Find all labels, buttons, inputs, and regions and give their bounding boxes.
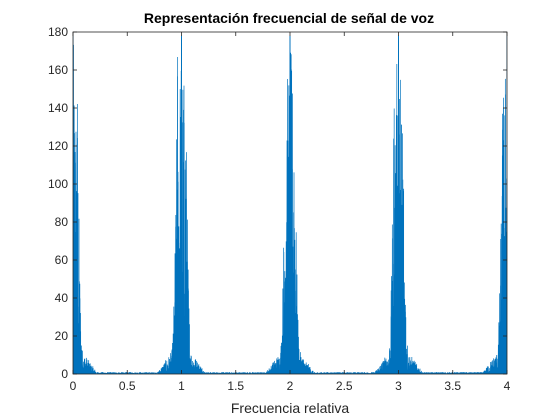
y-tick-label: 40: [55, 291, 69, 305]
x-tick-label: 4: [504, 379, 511, 393]
y-tick-label: 120: [48, 139, 68, 153]
x-axis-ticks: 0 0.5 1 1.5 2 2.5 3 3.5 4: [70, 32, 511, 393]
y-tick-label: 100: [48, 177, 68, 191]
x-tick-label: 1.5: [227, 379, 244, 393]
y-tick-label: 160: [48, 63, 68, 77]
x-tick-label: 0.5: [119, 379, 136, 393]
x-tick-label: 3.5: [444, 379, 461, 393]
y-tick-label: 0: [61, 367, 68, 381]
y-tick-label: 60: [55, 253, 69, 267]
y-tick-label: 80: [55, 215, 69, 229]
x-tick-label: 0: [70, 379, 77, 393]
y-tick-label: 20: [55, 329, 69, 343]
chart-title: Representación frecuencial de señal de v…: [144, 10, 434, 26]
x-tick-label: 3: [395, 379, 402, 393]
plot-area: 0 0.5 1 1.5 2 2.5 3 3.5 4 0 20 40 60 80 100 120 140 160 1…: [48, 25, 511, 393]
x-tick-label: 2: [287, 379, 294, 393]
y-tick-label: 140: [48, 101, 68, 115]
x-tick-label: 1: [178, 379, 185, 393]
y-axis-ticks: 0 20 40 60 80 100 120 140 160 180: [48, 25, 507, 381]
x-axis-label: Frecuencia relativa: [231, 400, 349, 416]
y-tick-label: 180: [48, 25, 68, 39]
x-tick-label: 2.5: [336, 379, 353, 393]
